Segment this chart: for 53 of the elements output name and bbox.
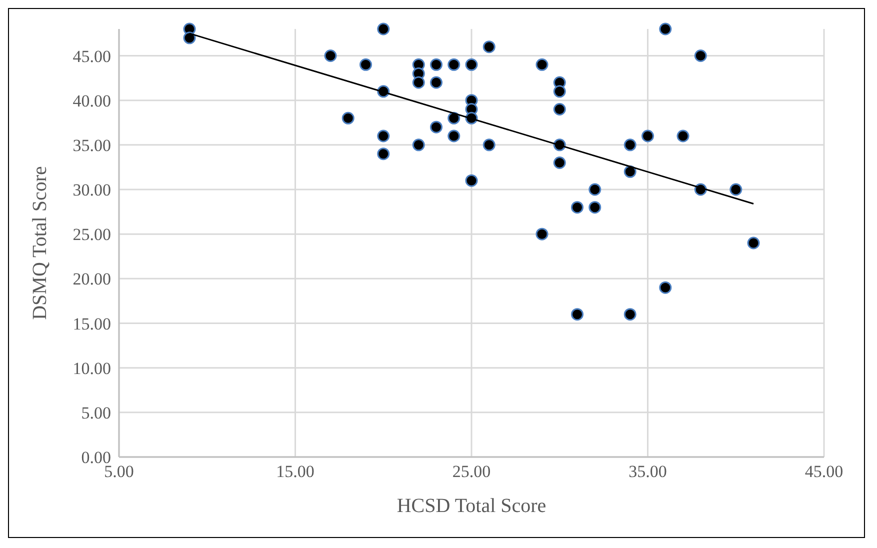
x-axis-title: HCSD Total Score bbox=[396, 495, 546, 517]
point bbox=[588, 183, 602, 196]
y-axis-title: DSMQ Total Score bbox=[29, 166, 52, 320]
point bbox=[730, 183, 742, 196]
y-tick-label: 30.00 bbox=[72, 180, 111, 200]
point bbox=[377, 130, 390, 142]
point bbox=[553, 156, 566, 169]
point bbox=[747, 236, 760, 250]
point bbox=[430, 58, 442, 71]
y-tick-label: 25.00 bbox=[72, 225, 111, 244]
point bbox=[571, 201, 584, 214]
y-tick-label: 45.00 bbox=[72, 46, 111, 66]
point bbox=[571, 308, 584, 321]
point bbox=[588, 201, 602, 214]
point bbox=[324, 50, 337, 62]
y-tick-label: 10.00 bbox=[72, 358, 111, 378]
y-tick-label: 5.00 bbox=[81, 403, 111, 422]
point bbox=[553, 103, 566, 116]
x-tick-label: 45.00 bbox=[804, 462, 844, 482]
point bbox=[448, 112, 460, 124]
point bbox=[430, 76, 442, 89]
point bbox=[465, 58, 478, 71]
point bbox=[676, 130, 690, 142]
point bbox=[482, 40, 496, 54]
x-tick-label: 15.00 bbox=[276, 462, 314, 482]
point bbox=[624, 138, 636, 152]
point bbox=[536, 228, 548, 240]
point bbox=[430, 120, 442, 134]
point bbox=[360, 58, 372, 71]
point bbox=[482, 138, 496, 152]
point bbox=[448, 130, 460, 142]
point bbox=[412, 76, 425, 89]
y-tick-label: 15.00 bbox=[72, 314, 111, 334]
point bbox=[659, 281, 672, 294]
point bbox=[183, 32, 196, 44]
point bbox=[342, 112, 354, 124]
x-tick-label: 35.00 bbox=[628, 462, 667, 482]
point bbox=[377, 148, 390, 160]
point bbox=[694, 50, 707, 62]
point bbox=[642, 130, 654, 142]
point bbox=[465, 174, 478, 187]
y-tick-label: 20.00 bbox=[72, 270, 111, 289]
y-tick-label: 40.00 bbox=[72, 91, 111, 110]
point bbox=[536, 58, 548, 71]
point bbox=[377, 22, 390, 36]
point bbox=[624, 308, 636, 321]
point bbox=[659, 22, 672, 36]
point bbox=[412, 138, 425, 152]
point bbox=[553, 85, 566, 98]
y-tick-label: 35.00 bbox=[72, 136, 111, 155]
x-tick-label: 25.00 bbox=[452, 462, 491, 482]
point bbox=[624, 165, 636, 178]
point bbox=[448, 58, 460, 71]
